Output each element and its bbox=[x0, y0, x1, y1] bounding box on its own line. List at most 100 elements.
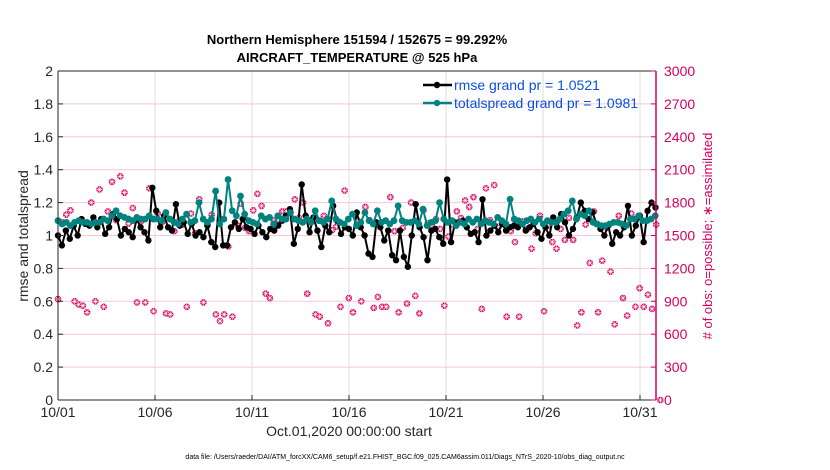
y2-tick-label: 600 bbox=[664, 326, 688, 342]
y2-tick-label: 2400 bbox=[664, 129, 695, 145]
totalspread-point bbox=[622, 222, 630, 230]
obs-asterisk bbox=[491, 182, 498, 189]
obs-asterisk bbox=[437, 225, 444, 232]
obs-asterisk bbox=[316, 313, 323, 320]
y2-tick-label: 3000 bbox=[664, 63, 695, 79]
rmse-point bbox=[235, 225, 243, 233]
totalspread-point bbox=[340, 220, 348, 228]
y2-tick-label: 2700 bbox=[664, 96, 695, 112]
rmse-point bbox=[561, 219, 569, 226]
obs-asterisk bbox=[474, 225, 481, 232]
totalspread-point bbox=[390, 217, 398, 225]
y-tick-label: 1.6 bbox=[34, 129, 54, 145]
rmse-point bbox=[298, 181, 305, 188]
legend-marker-rmse bbox=[433, 81, 441, 89]
rmse-point bbox=[384, 227, 392, 234]
obs-marker bbox=[129, 204, 137, 212]
legend-label-rmse: rmse grand pr = 1.0521 bbox=[454, 77, 600, 93]
obs-marker bbox=[374, 293, 382, 301]
totalspread-point bbox=[473, 215, 481, 223]
obs-asterisk bbox=[221, 311, 228, 318]
obs-marker bbox=[357, 298, 365, 305]
obs-asterisk bbox=[262, 290, 269, 297]
obs-asterisk bbox=[586, 259, 593, 266]
rmse-point bbox=[392, 256, 400, 264]
obs-asterisk bbox=[482, 185, 489, 192]
totalspread-point bbox=[158, 217, 166, 225]
rmse-point bbox=[318, 243, 325, 251]
obs-marker bbox=[578, 308, 585, 316]
obs-marker bbox=[441, 302, 448, 309]
obs-marker bbox=[615, 212, 623, 220]
obs-asterisk bbox=[370, 304, 377, 311]
obs-marker bbox=[79, 302, 87, 309]
obs-asterisk bbox=[379, 303, 386, 310]
rmse-point bbox=[483, 232, 490, 239]
totalspread-point bbox=[216, 220, 224, 228]
obs-marker bbox=[345, 294, 353, 302]
obs-asterisk bbox=[266, 295, 273, 302]
rmse-point bbox=[337, 230, 345, 238]
rmse-point bbox=[66, 235, 73, 242]
totalspread-point bbox=[373, 207, 381, 215]
obs-asterisk bbox=[553, 245, 560, 252]
obs-asterisk bbox=[570, 236, 577, 243]
obs-marker bbox=[391, 227, 398, 235]
rmse-point bbox=[577, 199, 584, 206]
obs-marker bbox=[648, 305, 656, 313]
obs-marker bbox=[528, 245, 535, 252]
rmse-point bbox=[471, 229, 478, 236]
obs-marker bbox=[540, 307, 548, 315]
rmse-point bbox=[565, 232, 573, 239]
totalspread-point bbox=[568, 197, 576, 205]
x-tick-label: 10/01 bbox=[40, 404, 75, 420]
obs-marker bbox=[108, 178, 116, 186]
totalspread-point bbox=[224, 176, 232, 183]
obs-asterisk bbox=[628, 210, 635, 217]
obs-marker bbox=[337, 303, 344, 311]
rmse-point bbox=[443, 176, 451, 183]
y2-tick-label: 300 bbox=[664, 359, 688, 375]
obs-asterisk bbox=[624, 312, 631, 319]
obs-marker bbox=[632, 303, 639, 311]
obs-marker bbox=[216, 317, 224, 325]
totalspread-point bbox=[535, 215, 543, 223]
totalspread-point bbox=[394, 202, 402, 210]
y2-axis-label: # of obs: o=possible; ∗=assimilated bbox=[700, 133, 715, 340]
obs-marker bbox=[382, 303, 390, 311]
totalspread-point bbox=[581, 212, 589, 220]
obs-marker bbox=[121, 189, 128, 197]
obs-asterisk bbox=[312, 311, 319, 318]
obs-asterisk bbox=[150, 308, 157, 315]
obs-asterisk bbox=[416, 310, 423, 317]
rmse-point bbox=[168, 227, 176, 234]
obs-asterisk bbox=[109, 178, 116, 185]
rmse-point bbox=[101, 230, 109, 238]
obs-marker bbox=[636, 284, 643, 292]
obs-marker bbox=[436, 225, 444, 233]
totalspread-point bbox=[266, 214, 273, 221]
obs-asterisk bbox=[495, 223, 502, 230]
chart-title-line2: AIRCRAFT_TEMPERATURE @ 525 hPa bbox=[237, 50, 478, 65]
rmse-point bbox=[424, 256, 431, 264]
obs-marker bbox=[478, 305, 486, 313]
obs-marker bbox=[611, 321, 618, 328]
obs-asterisk bbox=[121, 189, 128, 196]
obs-asterisk bbox=[271, 217, 278, 224]
totalspread-point bbox=[415, 220, 423, 228]
obs-marker bbox=[100, 303, 107, 311]
rmse-point bbox=[294, 225, 301, 233]
totalspread-point bbox=[112, 207, 120, 215]
obs-asterisk bbox=[212, 311, 219, 318]
obs-marker bbox=[644, 291, 652, 299]
totalspread-point bbox=[220, 215, 228, 223]
obs-asterisk bbox=[125, 220, 132, 227]
chart-title-line1: Northern Hemisphere 151594 / 152675 = 99… bbox=[207, 32, 508, 47]
rmse-point bbox=[200, 233, 207, 241]
obs-marker bbox=[133, 299, 141, 306]
obs-marker bbox=[229, 313, 236, 320]
totalspread-point bbox=[556, 215, 564, 223]
obs-asterisk bbox=[71, 298, 78, 305]
obs-asterisk bbox=[412, 292, 419, 299]
